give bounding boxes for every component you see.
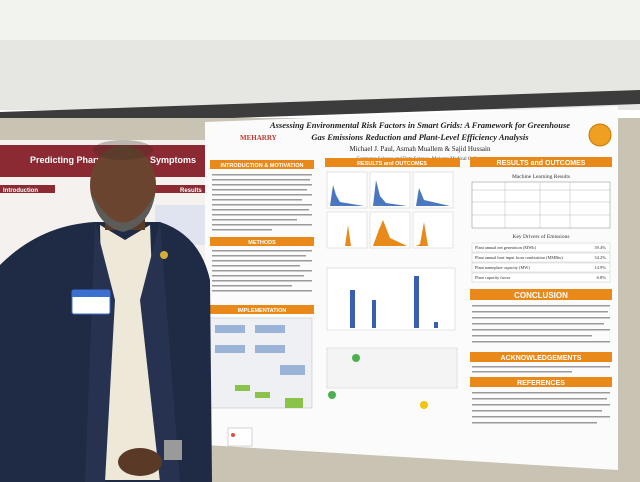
section-header: Introduction (3, 188, 38, 194)
driver-share: 14.9% (594, 265, 606, 270)
driver-name: Plant annual heat input from combustion … (475, 255, 563, 260)
section-band (470, 352, 612, 362)
diagram-boxes (235, 385, 303, 408)
driver-share: 39.4% (594, 245, 606, 250)
table-row (471, 242, 611, 253)
subheading: Machine Learning Results (512, 174, 570, 180)
ceiling (0, 0, 640, 40)
board-frame (0, 90, 640, 126)
section-header: REFERENCES (517, 380, 565, 387)
subheading: Key Drivers of Emissions (513, 233, 570, 240)
driver-share: 6.8% (597, 275, 607, 280)
driver-name: Plant nameplate capacity (MW) (475, 265, 530, 270)
bars (350, 276, 438, 328)
ml-table (471, 181, 611, 229)
histograms (330, 220, 450, 246)
network-figure (326, 347, 458, 389)
table-lines (472, 182, 610, 228)
table-row (471, 252, 611, 263)
section-header: IMPLEMENTATION (238, 308, 287, 314)
poster-logo (588, 123, 612, 147)
histograms (330, 180, 450, 206)
key-drivers-table: Plant annual net generation (MWh) 39.4% Pl… (471, 242, 611, 283)
section-band (150, 185, 208, 193)
section-band (210, 160, 314, 169)
section-band (470, 289, 612, 300)
section-band (325, 158, 460, 167)
poster-title: Gas Emissions Reduction and Plant-Level … (311, 132, 529, 142)
section-header: INTRODUCTION & MOTIVATION (221, 163, 304, 169)
section-header: ACKNOWLEDGEMENTS (501, 355, 582, 362)
section-header: RESULTS and OUTCOMES (357, 161, 427, 167)
section-band (210, 237, 314, 246)
logo: MEHARRY (240, 134, 277, 142)
note (227, 427, 253, 447)
section-header: METHODS (248, 240, 276, 246)
authors: Michael J. Paul, Asmah Muallem & Sajid H… (350, 145, 491, 153)
node (328, 391, 336, 399)
section-header: RESULTS and OUTCOMES (497, 160, 586, 167)
section-band (210, 305, 314, 314)
diagram-boxes (215, 325, 305, 375)
bar-chart (326, 267, 456, 331)
driver-name: Plant capacity factor (475, 275, 511, 280)
poster-title: Assessing Environmental Risk Factors in … (269, 120, 570, 130)
histogram-grid (326, 171, 454, 249)
body-text (472, 305, 610, 424)
node (352, 354, 360, 362)
driver-share: 34.2% (594, 255, 606, 260)
table-row (471, 272, 611, 283)
left-poster-title: Predicting Pharyngitis Eti (30, 155, 140, 165)
left-poster-title: Symptoms (150, 155, 196, 165)
section-band (0, 185, 55, 193)
table-row (471, 262, 611, 273)
driver-name: Plant annual net generation (MWh) (475, 245, 536, 250)
section-band (470, 377, 612, 387)
pin (231, 433, 235, 437)
section-header: Results (180, 188, 202, 194)
body-text (212, 174, 312, 292)
section-header: CONCLUSION (514, 291, 568, 300)
node (420, 401, 428, 409)
person (0, 140, 212, 482)
section-band (470, 157, 612, 167)
